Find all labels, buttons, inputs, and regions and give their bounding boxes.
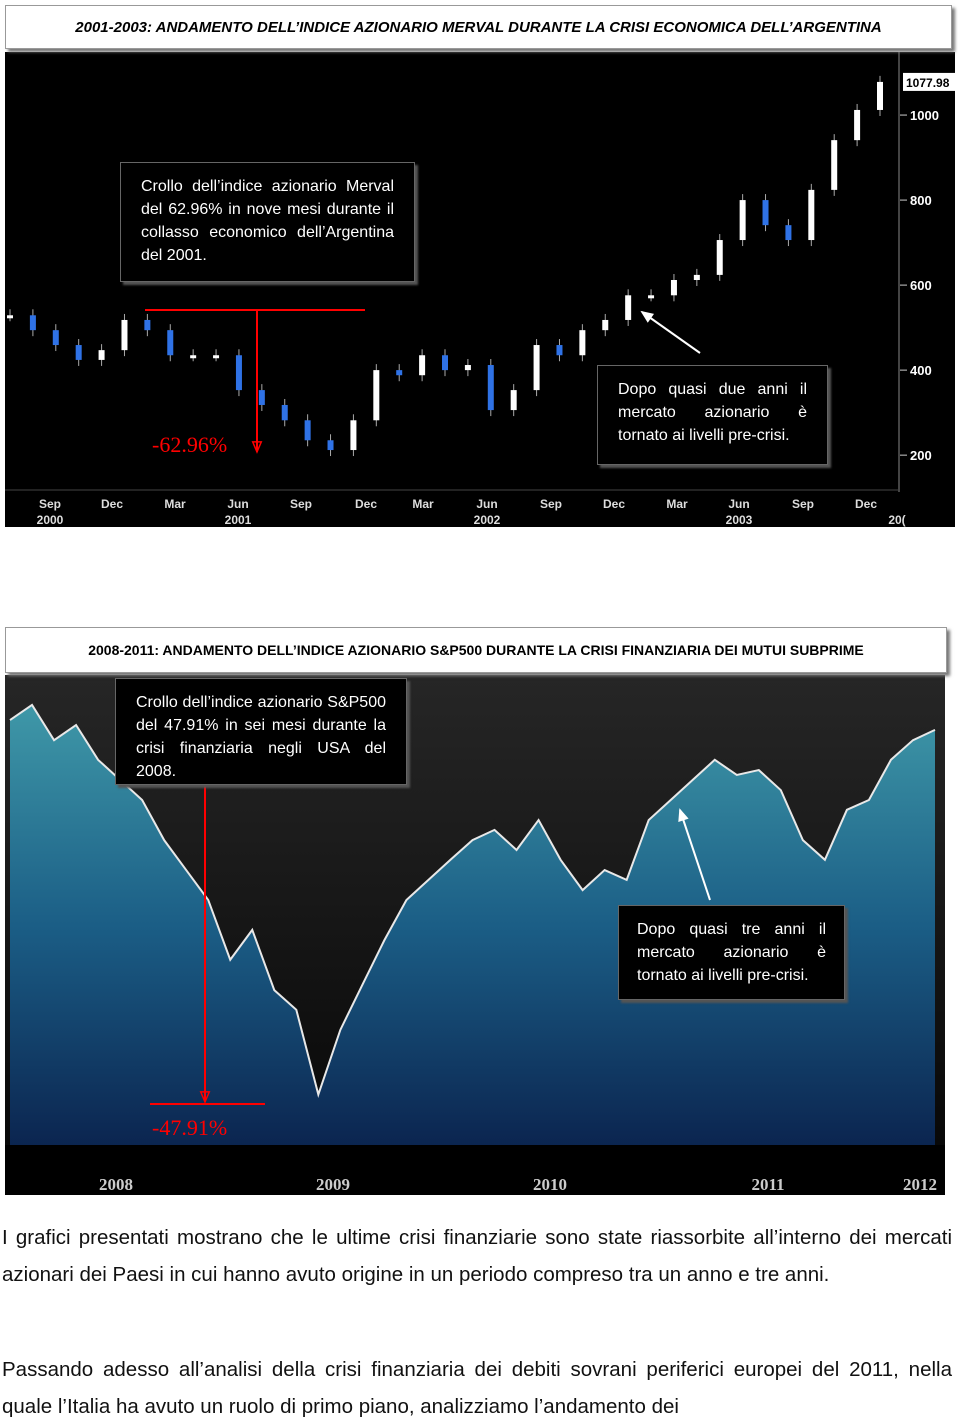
candle xyxy=(579,330,586,356)
candle xyxy=(785,225,792,241)
candle xyxy=(625,295,632,320)
arrow-head xyxy=(199,1091,211,1104)
candle xyxy=(235,355,242,391)
x-tick-year: 2002 xyxy=(474,513,501,527)
drop-label: -62.96% xyxy=(152,432,227,457)
paragraph: I grafici presentati mostrano che le ult… xyxy=(2,1226,952,1286)
candle xyxy=(877,81,883,110)
x-tick-label: Sep xyxy=(792,497,814,511)
y-tick-label: 600 xyxy=(910,278,932,293)
x-tick-label: Sep xyxy=(290,497,312,511)
candle xyxy=(602,319,609,331)
candle xyxy=(52,330,59,346)
x-tick-label: 2011 xyxy=(751,1175,784,1194)
figure-title: 2001-2003: ANDAMENTO DELL’INDICE AZIONAR… xyxy=(5,5,952,49)
arrow-line xyxy=(641,311,701,354)
candle xyxy=(716,240,723,275)
candle xyxy=(739,200,746,241)
x-tick-year: 2000 xyxy=(37,513,64,527)
axis-separator xyxy=(898,52,900,492)
candle xyxy=(29,315,36,331)
annotation-box: Dopo quasi due anni il mercato azionario… xyxy=(597,365,828,465)
candle xyxy=(693,274,700,280)
x-tick-label: 2008 xyxy=(99,1175,133,1194)
x-tick-label: Mar xyxy=(666,497,688,511)
candle xyxy=(670,280,677,296)
annotation-box: Crollo dell’indice azionario Merval del … xyxy=(120,162,415,282)
candle xyxy=(121,319,128,351)
x-tick-year: 20( xyxy=(888,513,905,527)
x-tick-year: 2003 xyxy=(726,513,753,527)
candle xyxy=(281,404,288,421)
candle xyxy=(75,345,82,360)
candle xyxy=(98,350,105,360)
candle xyxy=(510,390,517,411)
arrow-head xyxy=(678,808,689,823)
x-tick-label: 2012 xyxy=(903,1175,937,1194)
x-tick-label: Dec xyxy=(101,497,123,511)
candle xyxy=(487,365,494,411)
arrow-head xyxy=(640,310,655,323)
drop-label: -47.91% xyxy=(152,1115,227,1140)
x-tick-label: Sep xyxy=(540,497,562,511)
candle xyxy=(533,345,540,391)
candle xyxy=(396,370,403,376)
candle xyxy=(762,200,769,226)
y-tick-label: 1000 xyxy=(910,108,939,123)
x-tick-label: Dec xyxy=(355,497,377,511)
y-tick-label: 800 xyxy=(910,193,932,208)
paragraph: Passando adesso all’analisi della crisi … xyxy=(2,1358,952,1418)
candle xyxy=(304,420,311,441)
candle xyxy=(373,370,380,421)
candle xyxy=(327,440,334,451)
candle xyxy=(464,365,471,371)
x-tick-label: Dec xyxy=(603,497,625,511)
candle xyxy=(213,355,220,359)
candle xyxy=(258,390,265,405)
x-tick-label: Mar xyxy=(412,497,434,511)
annotation-box: Dopo quasi tre anni il mercato azionario… xyxy=(618,905,845,1000)
x-axis-band xyxy=(5,1145,945,1195)
candle xyxy=(831,140,838,190)
x-tick-label: 2010 xyxy=(533,1175,567,1194)
candle xyxy=(144,319,151,331)
last-value-box xyxy=(903,72,955,91)
candle xyxy=(556,345,563,356)
x-tick-label: Jun xyxy=(728,497,749,511)
candle xyxy=(442,355,448,371)
x-tick-label: Mar xyxy=(164,497,186,511)
y-tick-label: 200 xyxy=(910,448,932,463)
x-tick-label: Jun xyxy=(227,497,248,511)
candle xyxy=(419,355,426,376)
candle xyxy=(648,295,655,299)
candle xyxy=(167,330,174,356)
y-tick-label: 400 xyxy=(910,363,932,378)
candle xyxy=(190,355,197,359)
figure-title: 2008-2011: ANDAMENTO DELL’INDICE AZIONAR… xyxy=(5,627,947,673)
x-tick-year: 2001 xyxy=(225,513,252,527)
x-tick-label: Jun xyxy=(476,497,497,511)
annotation-box: Crollo dell’indice azionario S&P500 del … xyxy=(115,678,407,785)
candle xyxy=(350,420,357,451)
x-tick-label: 2009 xyxy=(316,1175,350,1194)
arrow-head xyxy=(251,441,263,454)
x-tick-label: Sep xyxy=(39,497,61,511)
candle xyxy=(808,189,815,241)
x-tick-label: Dec xyxy=(855,497,877,511)
arrow-line xyxy=(679,809,711,901)
candle xyxy=(7,315,13,319)
area-fill xyxy=(10,704,935,1145)
price-line xyxy=(9,703,936,1099)
candle xyxy=(854,109,861,141)
last-value-label: 1077.98 xyxy=(906,76,950,90)
